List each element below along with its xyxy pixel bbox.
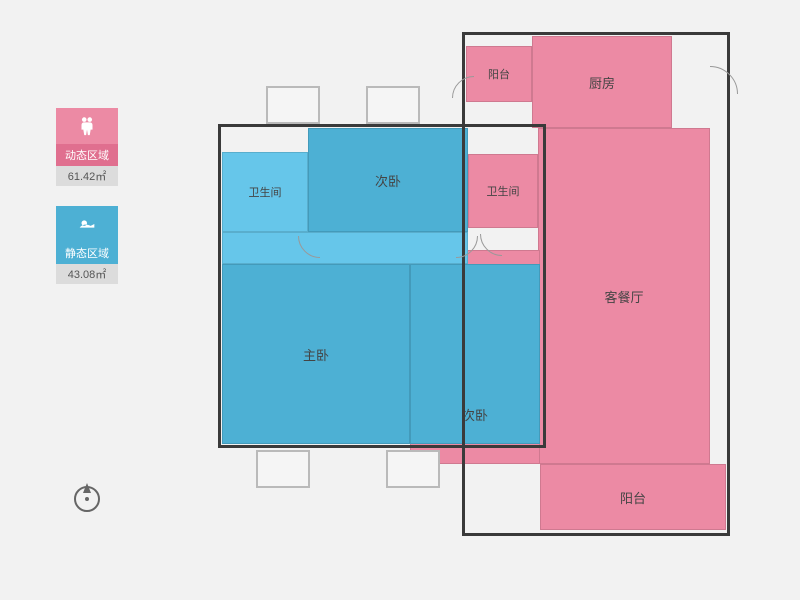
window-bump-2 [256, 450, 310, 488]
legend-dynamic-value: 61.42㎡ [56, 166, 118, 186]
room-bed-master: 主卧 [222, 264, 410, 444]
room-label: 卫生间 [487, 183, 520, 199]
room-label: 次卧 [462, 405, 488, 424]
room-bath-right: 卫生间 [468, 154, 538, 228]
legend-static-icon [56, 206, 118, 242]
legend-static-title: 静态区域 [56, 242, 118, 264]
room-label: 次卧 [375, 171, 401, 190]
window-bump-3 [386, 450, 440, 488]
legend-static: 静态区域 43.08㎡ [56, 206, 118, 284]
window-bump-0 [266, 86, 320, 124]
room-label: 阳台 [488, 66, 510, 82]
people-icon [76, 115, 98, 137]
room-bath-left: 卫生间 [222, 152, 308, 232]
room-label: 客餐厅 [604, 287, 643, 306]
room-balcony-bot: 阳台 [540, 464, 726, 530]
room-label: 主卧 [303, 345, 329, 364]
room-living: 客餐厅 [538, 128, 710, 464]
legend-dynamic-title: 动态区域 [56, 144, 118, 166]
room-balcony-top: 阳台 [466, 46, 532, 102]
legend-static-value: 43.08㎡ [56, 264, 118, 284]
room-bed2-top: 次卧 [308, 128, 468, 232]
room-kitchen: 厨房 [532, 36, 672, 128]
legend-dynamic-icon [56, 108, 118, 144]
room-hall [222, 232, 468, 264]
room-label: 阳台 [620, 488, 646, 507]
legend-dynamic: 动态区域 61.42㎡ [56, 108, 118, 186]
sleep-icon [76, 213, 98, 235]
window-bump-1 [366, 86, 420, 124]
room-label: 厨房 [589, 73, 615, 92]
door-arc-0 [682, 66, 738, 122]
room-label: 卫生间 [249, 184, 282, 200]
compass-icon [70, 480, 104, 514]
legend-panel: 动态区域 61.42㎡ 静态区域 43.08㎡ [56, 108, 118, 304]
room-bed2-bot: 次卧 [410, 264, 540, 444]
floor-plan: 阳台厨房卫生间客餐厅阳台卫生间次卧主卧次卧 [210, 24, 750, 564]
